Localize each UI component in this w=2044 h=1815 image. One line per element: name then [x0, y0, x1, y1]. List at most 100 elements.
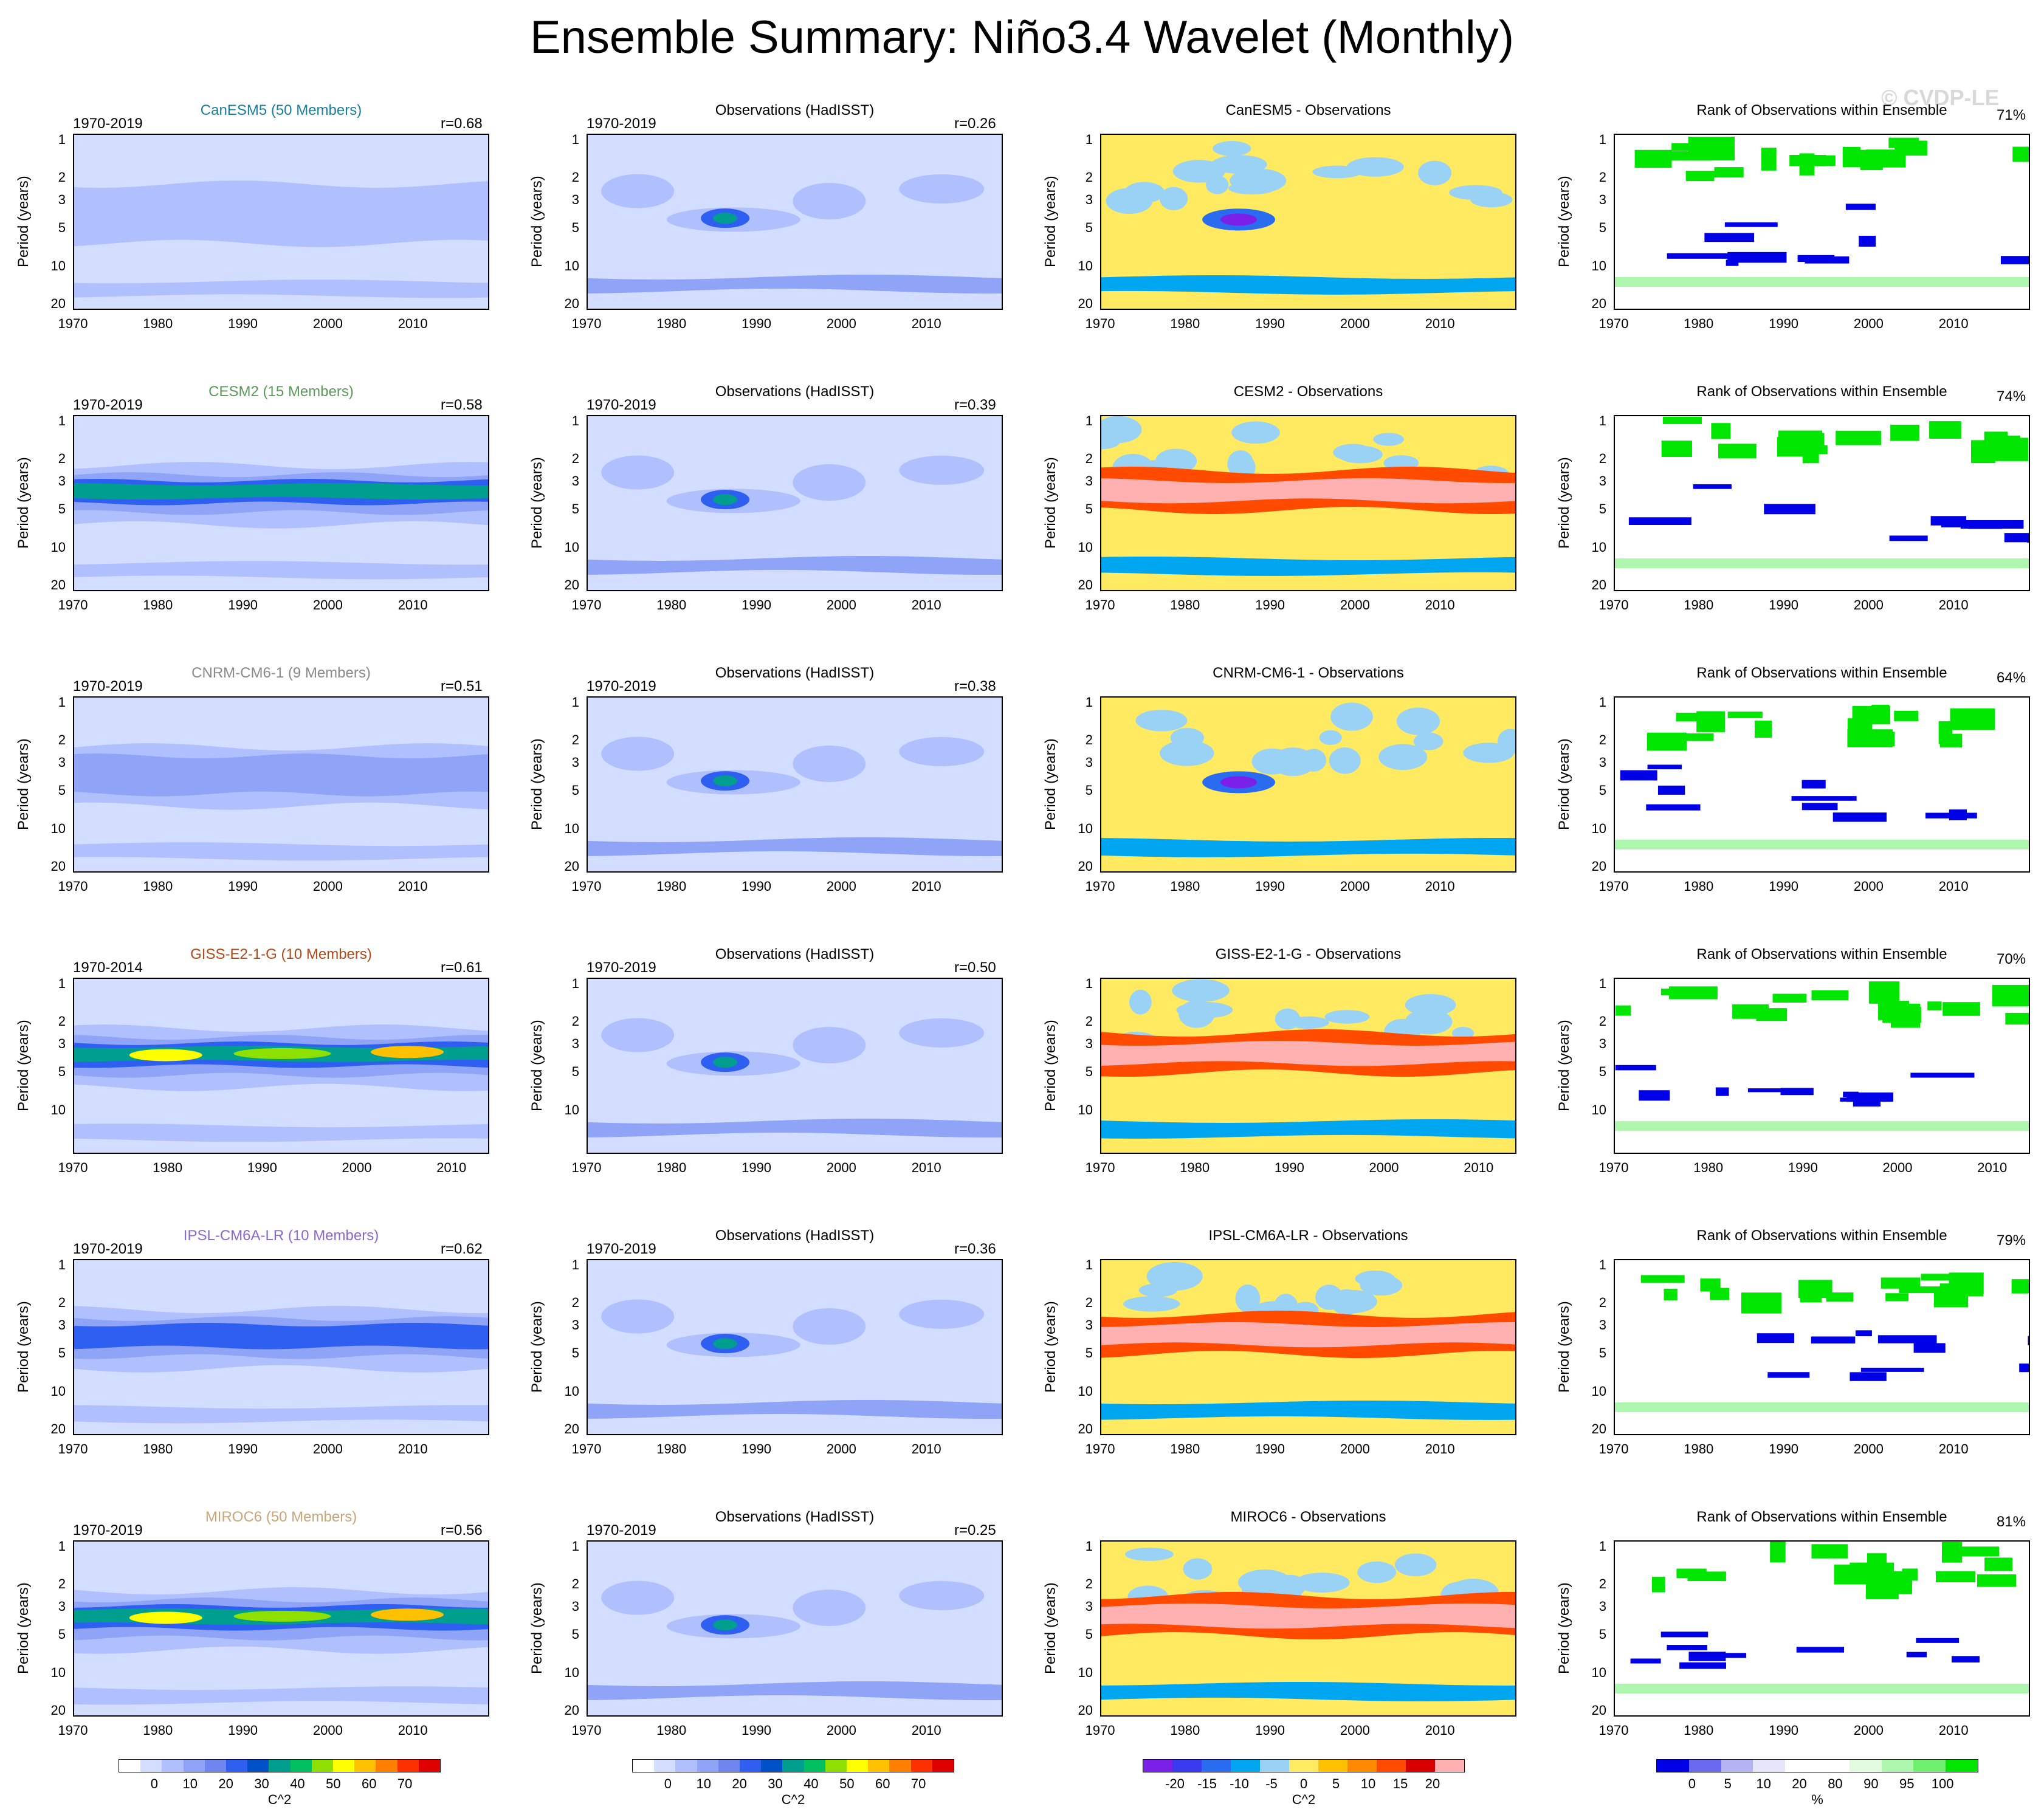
x-tick-label: 1980: [1170, 597, 1200, 612]
y-tick-label: 10: [50, 539, 66, 555]
y-tick-label: 10: [564, 1102, 579, 1117]
y-tick-label: 2: [58, 451, 66, 467]
legend-label: 30: [768, 1776, 783, 1791]
rank-blue-patch-9: [1846, 1092, 1894, 1102]
rank-green-patch-11: [1741, 1292, 1781, 1314]
y-tick-label: 2: [58, 170, 66, 185]
x-tick-label: 2010: [1938, 1723, 1969, 1738]
obs-peak-core: [713, 1338, 738, 1350]
y-tick-label: 2: [58, 732, 66, 748]
y-tick-label: 10: [1078, 539, 1093, 555]
rank-blue-patch-7: [1952, 1656, 1980, 1663]
plot-area: [1614, 978, 2030, 1154]
legend-label: -20: [1165, 1776, 1185, 1791]
power-peak-1: [129, 1049, 202, 1062]
rank-green-patch-15: [1984, 431, 2008, 445]
y-tick-label: 5: [58, 1345, 66, 1361]
heatmap-svg: [1101, 1542, 1515, 1715]
y-tick-label: 2: [1085, 170, 1093, 185]
y-tick-label: 20: [1078, 1703, 1093, 1718]
y-axis-label: Period (years): [15, 1020, 32, 1111]
diff-decadal-band: [1101, 1401, 1515, 1420]
y-axis-label: Period (years): [1556, 176, 1572, 267]
rank-green-patch-13: [1811, 1544, 1848, 1559]
rank-blue-patch-4: [1845, 204, 1876, 210]
panel-title: Observations (HadISST): [715, 665, 875, 681]
x-tick-label: 2010: [911, 316, 941, 331]
legend-swatch: [1785, 1760, 1817, 1772]
rank-green-patch-12: [1676, 1568, 1707, 1579]
panel-r5-c1: Observations (HadISST) 1970-2019 r=0.25 Per…: [529, 1509, 1048, 1764]
y-tick-label: 1: [571, 1257, 579, 1272]
legend-label: 10: [696, 1776, 712, 1791]
legend-swatch: [654, 1760, 676, 1772]
y-tick-label: 2: [1598, 170, 1606, 185]
plot-area: [587, 1259, 1003, 1435]
rank-green-patch-15: [1899, 1286, 1946, 1294]
x-tick-label: 1970: [1085, 1441, 1115, 1456]
y-tick-label: 2: [1085, 451, 1093, 467]
diff-blob-9: [1338, 445, 1383, 464]
x-tick-label: 1990: [1255, 879, 1285, 894]
rank-green-patch-3: [2011, 1279, 2029, 1294]
x-tick-label: 1980: [1180, 1160, 1210, 1175]
panel-r4-c3: Rank of Observations within Ensemble 79% P…: [1556, 1227, 2044, 1483]
legend-swatch: [1721, 1760, 1753, 1772]
y-tick-label: 20: [1078, 577, 1093, 592]
diff-blob-11: [1394, 1553, 1437, 1577]
y-axis-label: Period (years): [529, 1582, 545, 1674]
y-tick-label: 10: [50, 820, 66, 836]
y-tick-label: 5: [58, 1627, 66, 1642]
plot-area: [1614, 1259, 2030, 1435]
y-tick-label: 3: [571, 1599, 579, 1614]
x-tick-label: 2000: [312, 1441, 343, 1456]
legend-swatch: [740, 1760, 762, 1772]
legend-swatch: [868, 1760, 890, 1772]
y-axis-label: Period (years): [15, 1301, 32, 1393]
heatmap-svg: [1615, 135, 2029, 309]
heatmap-svg: [1615, 1542, 2029, 1715]
heatmap-svg: [74, 416, 488, 590]
y-tick-label: 5: [571, 220, 579, 236]
y-tick-label: 1: [571, 695, 579, 710]
x-tick-label: 2010: [1464, 1160, 1494, 1175]
panel-correlation: r=0.61: [441, 959, 483, 976]
legend-swatch: [397, 1760, 419, 1772]
rank-green-patch-4: [1984, 1557, 2012, 1571]
rank-green-patch-13: [2005, 1012, 2029, 1025]
panel-title: Rank of Observations within Ensemble: [1696, 946, 1947, 962]
rank-green-patch-5: [1890, 424, 1920, 441]
legend-swatch: [1172, 1760, 1202, 1772]
plot-area: [1614, 696, 2030, 873]
y-tick-label: 5: [1085, 783, 1093, 798]
x-tick-label: 1990: [742, 316, 772, 331]
x-tick-label: 1970: [1598, 316, 1629, 331]
y-tick-label: 2: [1085, 732, 1093, 748]
rank-green-patch-7: [1921, 1274, 1964, 1281]
x-tick-label: 1970: [1085, 879, 1115, 894]
diff-decadal-band: [1101, 275, 1515, 295]
y-tick-label: 1: [1085, 976, 1093, 991]
x-tick-label: 2010: [1425, 879, 1455, 894]
legend-swatch: [1289, 1760, 1318, 1772]
y-tick-label: 10: [50, 1383, 66, 1399]
panel-years: 1970-2019: [587, 1241, 656, 1257]
obs-decadal-band: [588, 275, 1002, 293]
legend-label: 40: [290, 1776, 305, 1791]
x-tick-label: 2010: [397, 1723, 428, 1738]
panel-correlation: r=0.68: [441, 115, 483, 132]
rank-green-patch-4: [1662, 416, 1702, 424]
y-axis-label: Period (years): [1556, 1020, 1572, 1111]
x-tick-label: 2010: [1425, 316, 1455, 331]
power-band-decadal: [74, 1405, 488, 1424]
x-tick-label: 2000: [1853, 316, 1884, 331]
diff-blob-0: [1231, 421, 1280, 444]
plot-area: [587, 1540, 1003, 1717]
legend-swatch: [226, 1760, 248, 1772]
obs-blob-3: [899, 1299, 985, 1329]
legend-swatch: [803, 1760, 825, 1772]
y-tick-label: 5: [571, 1345, 579, 1361]
obs-blob-3: [899, 1580, 985, 1610]
y-tick-label: 2: [571, 451, 579, 467]
panel-title: GISS-E2-1-G - Observations: [1215, 946, 1402, 962]
